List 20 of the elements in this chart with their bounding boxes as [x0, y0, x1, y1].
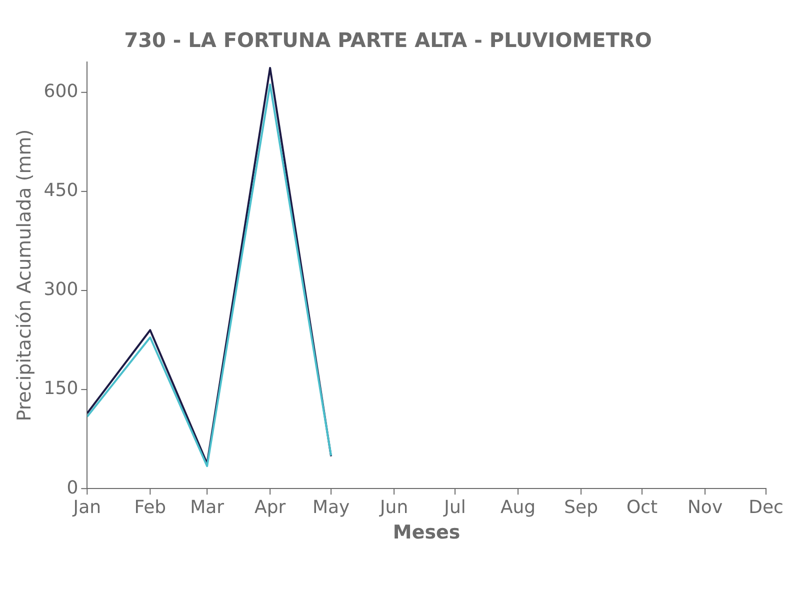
x-tick-label: Feb [134, 497, 166, 518]
y-tick-label: 600 [44, 81, 78, 102]
y-tick-label: 150 [44, 378, 78, 400]
y-tick-label: 0 [66, 477, 78, 498]
x-tick-label: Jun [378, 497, 408, 518]
x-axis-title: Meses [392, 522, 460, 544]
x-tick-label: Jan [72, 497, 102, 518]
x-tick-label: Sep [564, 497, 598, 518]
x-tick-label: Aug [500, 497, 536, 518]
x-tick-label: Mar [190, 497, 225, 518]
y-tick-label: 300 [44, 279, 78, 300]
chart-title: 730 - LA FORTUNA PARTE ALTA - PLUVIOMETRO [124, 28, 652, 52]
x-tick-label: Oct [626, 497, 658, 518]
x-tick-label: May [312, 497, 350, 518]
x-tick-label: Nov [687, 497, 723, 518]
y-axis-title: Precipitación Acumulada (mm) [13, 129, 36, 422]
x-tick-label: Dec [748, 497, 784, 518]
x-tick-label: Apr [254, 497, 286, 518]
x-tick-label: Jul [443, 497, 466, 518]
y-tick-label: 450 [44, 180, 78, 202]
